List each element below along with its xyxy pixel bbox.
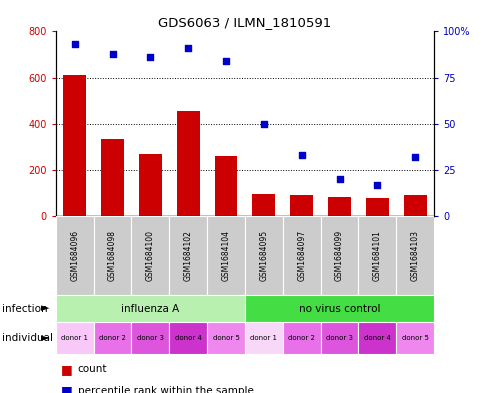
Text: GSM1684100: GSM1684100 [146, 230, 154, 281]
Bar [358, 216, 395, 295]
Bar [358, 322, 395, 354]
Bar [56, 322, 93, 354]
Bar [365, 198, 388, 216]
Bar [101, 139, 123, 216]
Bar [177, 111, 199, 216]
Text: GSM1684097: GSM1684097 [297, 230, 305, 281]
Bar [328, 196, 350, 216]
Text: no virus control: no virus control [298, 303, 379, 314]
Bar [169, 322, 207, 354]
Text: GSM1684099: GSM1684099 [334, 230, 343, 281]
Point [146, 54, 154, 61]
Bar [131, 322, 169, 354]
Bar [395, 322, 433, 354]
Text: individual: individual [2, 333, 53, 343]
Text: donor 3: donor 3 [325, 335, 352, 341]
Text: donor 1: donor 1 [250, 335, 277, 341]
Bar [403, 195, 425, 216]
Title: GDS6063 / ILMN_1810591: GDS6063 / ILMN_1810591 [158, 16, 331, 29]
Bar [131, 216, 169, 295]
Bar [56, 216, 93, 295]
Text: ►: ► [41, 303, 49, 314]
Bar [282, 322, 320, 354]
Text: GSM1684102: GSM1684102 [183, 230, 192, 281]
Bar [207, 322, 244, 354]
Point [222, 58, 229, 64]
Bar [320, 216, 358, 295]
Text: donor 4: donor 4 [363, 335, 390, 341]
Text: GSM1684096: GSM1684096 [70, 230, 79, 281]
Text: GSM1684103: GSM1684103 [410, 230, 419, 281]
Bar [93, 322, 131, 354]
Point [184, 45, 192, 51]
Bar [282, 216, 320, 295]
Point [373, 182, 380, 188]
Bar [244, 216, 282, 295]
Point [297, 152, 305, 158]
Text: GSM1684095: GSM1684095 [259, 230, 268, 281]
Point [335, 176, 343, 182]
Bar [244, 295, 433, 322]
Bar [63, 75, 86, 216]
Text: donor 3: donor 3 [136, 335, 164, 341]
Bar [320, 322, 358, 354]
Bar [139, 154, 161, 216]
Bar [93, 216, 131, 295]
Text: percentile rank within the sample: percentile rank within the sample [77, 386, 253, 393]
Bar [290, 195, 312, 216]
Text: donor 2: donor 2 [99, 335, 126, 341]
Text: GSM1684098: GSM1684098 [108, 230, 117, 281]
Bar [169, 216, 207, 295]
Text: GSM1684101: GSM1684101 [372, 230, 381, 281]
Text: GSM1684104: GSM1684104 [221, 230, 230, 281]
Text: donor 2: donor 2 [287, 335, 315, 341]
Point [71, 41, 78, 48]
Text: donor 5: donor 5 [212, 335, 239, 341]
Point [259, 121, 267, 127]
Bar [244, 322, 282, 354]
Text: infection: infection [2, 303, 48, 314]
Text: donor 5: donor 5 [401, 335, 428, 341]
Bar [214, 156, 237, 216]
Text: ►: ► [41, 333, 49, 343]
Bar [207, 216, 244, 295]
Text: count: count [77, 364, 107, 375]
Point [108, 50, 116, 57]
Point [410, 154, 418, 160]
Text: influenza A: influenza A [121, 303, 179, 314]
Text: donor 1: donor 1 [61, 335, 88, 341]
Text: ■: ■ [60, 384, 72, 393]
Bar [252, 194, 274, 216]
Bar [395, 216, 433, 295]
Text: donor 4: donor 4 [174, 335, 201, 341]
Bar [56, 295, 244, 322]
Text: ■: ■ [60, 363, 72, 376]
